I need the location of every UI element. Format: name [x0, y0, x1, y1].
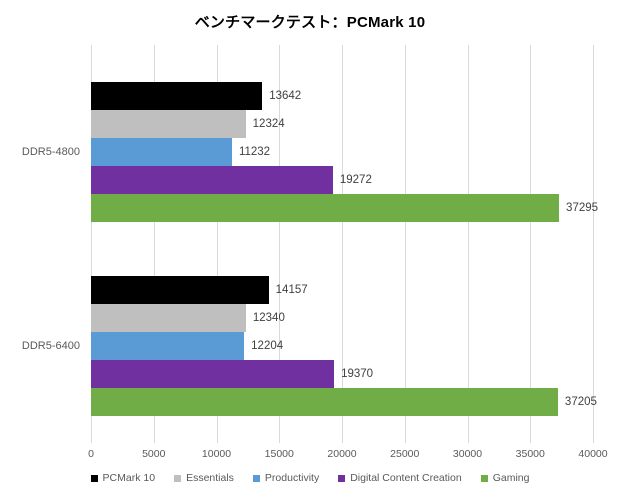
legend-label: Essentials: [186, 472, 234, 484]
category-label-ddr5-6400: DDR5-6400: [21, 340, 80, 352]
gridline-5000: [153, 45, 155, 443]
legend-label: Gaming: [492, 472, 530, 484]
value-label-ddr5-4800-pcmark-10: 13642: [269, 90, 302, 102]
value-label-ddr5-4800-gaming: 37295: [566, 202, 599, 214]
bar-ddr5-6400-essentials: [91, 304, 246, 332]
gridline-10000: [216, 45, 218, 443]
legend-item-pcmark-10: PCMark 10: [90, 472, 156, 484]
gridline-20000: [342, 45, 343, 443]
legend-item-productivity: Productivity: [252, 472, 320, 484]
value-label-ddr5-6400-essentials: 12340: [252, 312, 285, 324]
gridline-0: [91, 45, 92, 443]
bar-ddr5-4800-essentials: [91, 110, 246, 138]
value-label-ddr5-6400-pcmark-10: 14157: [275, 284, 308, 296]
bar-ddr5-6400-pcmark-10: [91, 276, 269, 304]
bar-ddr5-4800-productivity: [91, 138, 232, 166]
legend-label: Digital Content Creation: [350, 472, 462, 484]
x-axis-tick-label: 0: [88, 448, 94, 460]
bar-ddr5-6400-digital-content-creation: [91, 360, 335, 388]
value-label-ddr5-6400-productivity: 12204: [251, 340, 284, 352]
value-label-ddr5-4800-productivity: 11232: [238, 146, 271, 158]
legend-swatch-pcmark-10: [90, 474, 98, 482]
x-axis-tick-label: 5000: [142, 448, 166, 460]
x-axis-tick-label: 25000: [390, 448, 420, 460]
legend-label: PCMark 10: [102, 472, 156, 484]
bar-ddr5-4800-pcmark-10: [91, 82, 263, 110]
x-axis-tick-label: 35000: [515, 448, 545, 460]
value-label-ddr5-6400-digital-content-creation: 19370: [341, 368, 374, 380]
x-axis-tick-label: 30000: [452, 448, 483, 460]
x-axis-tick-label: 20000: [327, 448, 357, 460]
gridline-25000: [404, 45, 406, 443]
gridline-40000: [593, 45, 594, 443]
bar-ddr5-4800-gaming: [91, 194, 560, 222]
bar-ddr5-4800-digital-content-creation: [91, 166, 333, 194]
gridline-35000: [530, 45, 532, 443]
gridline-30000: [467, 45, 469, 443]
value-label-ddr5-6400-gaming: 37205: [564, 396, 597, 408]
x-axis-tick-label: 40000: [578, 448, 608, 460]
category-label-ddr5-4800: DDR5-4800: [21, 146, 80, 158]
bar-ddr5-6400-productivity: [91, 332, 245, 360]
legend-swatch-productivity: [252, 474, 260, 482]
legend-swatch-essentials: [174, 474, 182, 482]
legend-item-essentials: Essentials: [174, 472, 234, 484]
legend-item-digital-content-creation: Digital Content Creation: [338, 472, 462, 484]
x-axis-tick-label: 15000: [264, 448, 294, 460]
plot-area: 13642 12324 11232 19272 37295 14157 12340 12204…: [91, 45, 598, 443]
legend-swatch-digital-content-creation: [338, 474, 346, 482]
value-label-ddr5-4800-essentials: 12324: [252, 118, 285, 130]
legend-item-gaming: Gaming: [480, 472, 530, 484]
legend-label: Productivity: [264, 472, 320, 484]
legend-swatch-gaming: [480, 474, 488, 482]
value-label-ddr5-4800-digital-content-creation: 19272: [339, 174, 372, 186]
bar-ddr5-6400-gaming: [91, 388, 558, 416]
legend: PCMark 10 Essentials Productivity Digital C…: [0, 472, 620, 484]
gridline-15000: [279, 45, 281, 443]
chart-title: ベンチマークテスト：PCMark 10: [194, 14, 426, 31]
x-axis-tick-label: 10000: [201, 448, 232, 460]
